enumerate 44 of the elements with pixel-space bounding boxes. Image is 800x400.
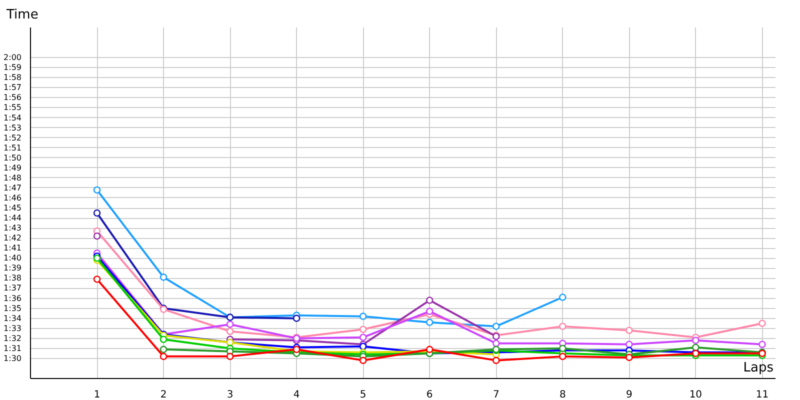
x-tick-label: 9 [626, 390, 632, 400]
y-tick-label: 1:50 [4, 153, 22, 162]
y-tick-label: 1:36 [4, 294, 22, 303]
y-tick-label: 1:58 [4, 73, 22, 82]
y-tick-label: 1:39 [4, 264, 22, 273]
y-tick-label: 1:40 [4, 254, 22, 263]
x-tick-label: 1 [94, 390, 100, 400]
y-tick-label: 1:49 [4, 163, 22, 172]
y-tick-label: 1:48 [4, 173, 22, 182]
y-tick-label: 1:56 [4, 93, 22, 102]
x-tick-label: 2 [160, 390, 167, 400]
y-tick-label: 1:53 [4, 123, 22, 132]
y-tick-label: 1:38 [4, 274, 22, 283]
y-tick-label: 1:41 [4, 244, 22, 253]
y-tick-label: 1:45 [4, 204, 22, 213]
x-tick-label: 10 [689, 390, 702, 400]
y-tick-label: 1:34 [4, 314, 22, 323]
y-tick-label: 1:59 [4, 63, 22, 72]
x-axis-title: Laps [743, 360, 774, 376]
x-tick-label: 7 [492, 390, 500, 400]
y-tick-label: 2:00 [4, 53, 22, 62]
y-tick-label: 1:44 [4, 214, 22, 223]
x-tick-label: 8 [559, 390, 566, 400]
y-tick-label: 1:57 [4, 83, 22, 92]
y-tick-label: 1:54 [4, 113, 22, 122]
x-tick-label: 3 [226, 390, 234, 400]
x-tick-label: 4 [293, 390, 300, 400]
x-tick-label: 5 [360, 390, 366, 400]
y-tick-label: 1:51 [4, 143, 22, 152]
y-tick-label: 1:31 [4, 344, 22, 353]
y-tick-label: 1:43 [4, 224, 22, 233]
y-axis-title: Time [6, 8, 38, 22]
y-tick-label: 1:46 [4, 193, 22, 202]
y-tick-label: 1:35 [4, 304, 22, 313]
y-tick-label: 1:42 [4, 234, 22, 243]
y-tick-label: 1:47 [4, 183, 22, 192]
y-tick-label: 1:33 [4, 324, 22, 333]
y-tick-label: 1:55 [4, 103, 22, 112]
y-tick-label: 1:30 [4, 354, 22, 363]
y-tick-label: 1:37 [4, 284, 22, 293]
y-tick-label: 1:52 [4, 133, 22, 142]
x-tick-label: 6 [426, 390, 433, 400]
x-tick-label: 11 [756, 390, 769, 400]
y-tick-label: 1:32 [4, 334, 22, 343]
